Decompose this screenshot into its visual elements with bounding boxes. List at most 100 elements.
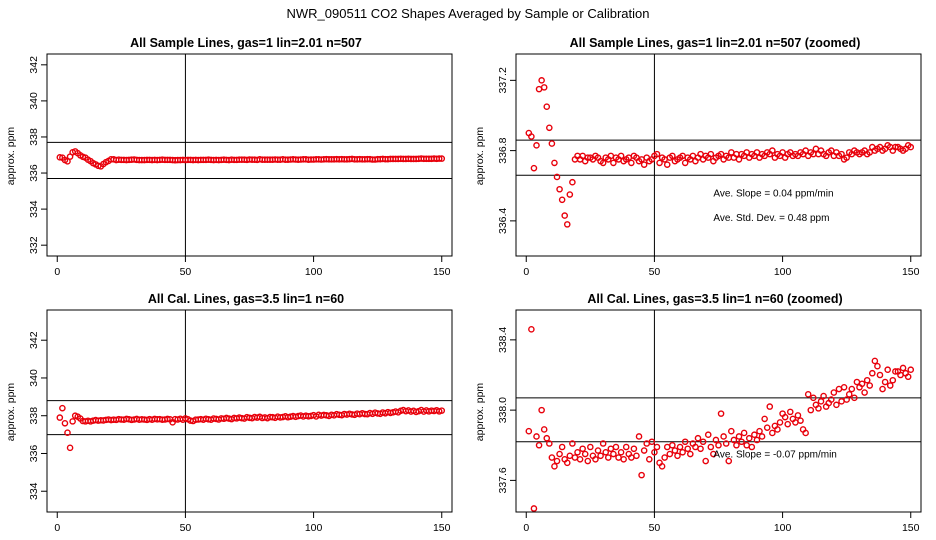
data-point xyxy=(738,438,745,446)
data-point xyxy=(861,389,868,396)
data-point xyxy=(558,443,566,451)
data-point xyxy=(584,457,592,465)
data-point xyxy=(599,440,607,447)
data-point xyxy=(733,441,740,449)
data-point xyxy=(56,414,64,421)
data-point xyxy=(556,450,563,458)
data-point xyxy=(525,427,533,435)
data-point xyxy=(622,443,630,451)
data-point xyxy=(553,457,561,465)
y-tick-label: 334 xyxy=(28,200,40,218)
data-point xyxy=(753,436,761,444)
data-point xyxy=(645,456,653,463)
data-point xyxy=(66,444,74,452)
data-point xyxy=(69,418,76,425)
data-point xyxy=(658,463,666,470)
data-point xyxy=(530,164,538,172)
data-point xyxy=(569,178,576,186)
x-tick-label: 0 xyxy=(54,522,60,534)
data-point xyxy=(758,433,766,440)
data-point xyxy=(566,191,574,198)
data-point xyxy=(694,434,702,442)
data-point xyxy=(802,429,809,437)
x-tick-label: 50 xyxy=(649,522,661,534)
data-point xyxy=(886,382,894,389)
data-point xyxy=(630,445,638,453)
data-point xyxy=(679,448,686,456)
data-point xyxy=(599,159,607,167)
figure-title: NWR_090511 CO2 Shapes Averaged by Sample… xyxy=(286,6,649,21)
data-point xyxy=(704,431,712,439)
data-point xyxy=(538,77,545,84)
y-axis-label: approx. ppm xyxy=(5,127,17,186)
panel-sample-lines: All Sample Lines, gas=1 lin=2.01 n=507 a… xyxy=(5,36,453,278)
data-point xyxy=(797,417,804,424)
data-point xyxy=(563,459,571,467)
data-point xyxy=(843,154,850,161)
data-point xyxy=(674,452,681,460)
data-point xyxy=(617,448,625,456)
data-point xyxy=(581,450,589,458)
data-point xyxy=(602,448,610,456)
data-point xyxy=(56,154,64,161)
data-point xyxy=(730,436,738,444)
x-tick-label: 50 xyxy=(180,266,192,278)
panel-title: All Cal. Lines, gas=3.5 lin=1 n=60 xyxy=(148,292,344,306)
x-tick-label: 0 xyxy=(54,266,60,278)
data-points xyxy=(525,77,915,228)
data-point xyxy=(720,433,727,440)
data-point xyxy=(904,373,912,381)
data-point xyxy=(884,366,891,374)
x-tick-label: 50 xyxy=(649,266,661,278)
data-point xyxy=(556,185,563,193)
data-point xyxy=(745,434,753,442)
data-point xyxy=(571,454,579,461)
data-point xyxy=(743,441,750,449)
data-point xyxy=(810,394,817,402)
data-point xyxy=(830,389,838,396)
data-point xyxy=(717,410,725,417)
x-tick-label: 150 xyxy=(433,266,451,278)
data-point xyxy=(535,85,543,93)
data-point xyxy=(712,436,720,444)
data-point xyxy=(876,371,884,379)
data-point xyxy=(569,440,576,447)
data-point xyxy=(543,103,551,110)
x-tick-label: 150 xyxy=(902,266,920,278)
x-tick-label: 100 xyxy=(774,522,792,534)
plot-frame xyxy=(515,53,922,257)
data-point xyxy=(59,404,66,412)
y-axis-label: approx. ppm xyxy=(474,383,486,442)
data-point xyxy=(610,159,617,167)
data-points xyxy=(56,404,446,452)
data-point xyxy=(761,415,768,423)
data-point xyxy=(702,457,709,465)
data-point xyxy=(851,394,858,402)
data-point xyxy=(64,158,71,165)
data-point xyxy=(656,159,663,167)
data-point xyxy=(871,357,879,365)
data-point xyxy=(587,443,594,451)
data-point xyxy=(610,450,617,458)
y-tick-label: 336 xyxy=(28,445,40,463)
data-point xyxy=(786,408,794,416)
data-point xyxy=(848,385,856,393)
data-point xyxy=(638,471,645,479)
data-point xyxy=(535,441,543,449)
data-point xyxy=(666,450,674,458)
data-point xyxy=(528,133,535,140)
data-point xyxy=(669,441,676,449)
y-tick-label: 336.8 xyxy=(497,137,509,163)
x-tick-label: 100 xyxy=(774,266,792,278)
data-point xyxy=(858,380,866,388)
data-point xyxy=(594,447,602,454)
data-point xyxy=(892,368,899,375)
data-point xyxy=(815,405,822,412)
data-point xyxy=(907,366,915,374)
data-point xyxy=(833,401,840,409)
data-point xyxy=(697,445,704,453)
data-point xyxy=(558,196,566,204)
data-point xyxy=(628,159,635,167)
y-tick-label: 332 xyxy=(28,236,40,254)
data-point xyxy=(528,326,535,333)
